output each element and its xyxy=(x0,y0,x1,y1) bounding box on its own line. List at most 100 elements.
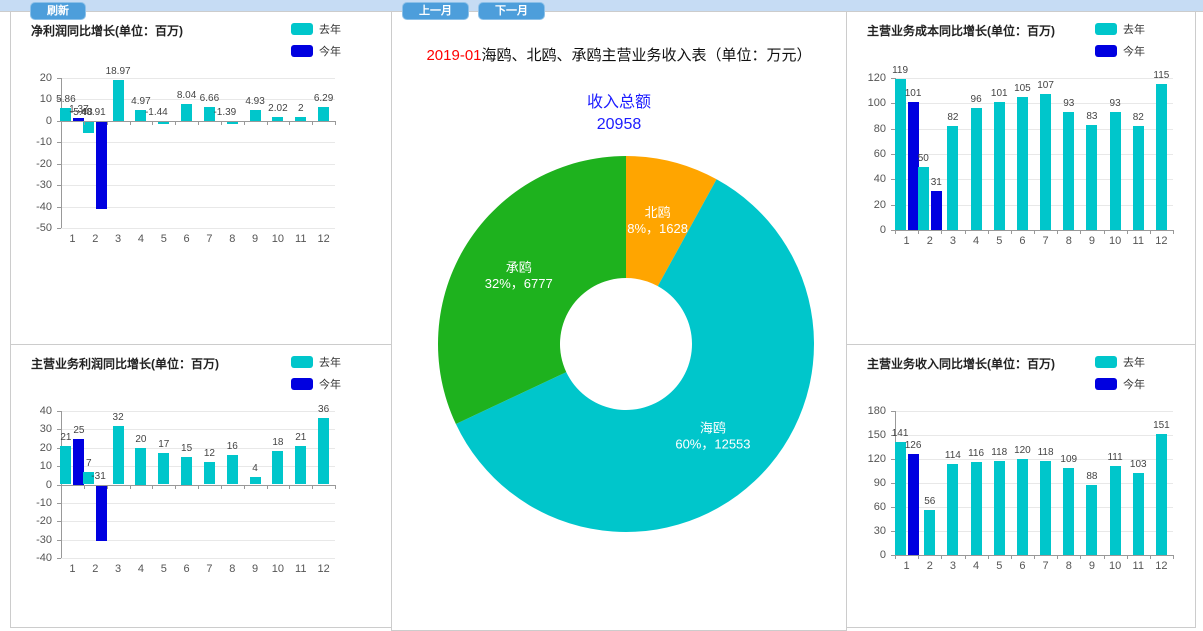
legend-item-last-year[interactable]: 去年 xyxy=(1095,21,1145,37)
bar-this-year[interactable] xyxy=(907,102,919,230)
bar-last-year[interactable] xyxy=(60,108,72,121)
pie-slice[interactable] xyxy=(455,179,814,533)
bar-value-label: 88 xyxy=(1086,470,1098,482)
x-category-label: 1 xyxy=(69,233,76,245)
bar-last-year[interactable] xyxy=(1132,472,1144,555)
bar-last-year[interactable] xyxy=(1109,112,1121,230)
bar-value-label: 119 xyxy=(892,65,909,77)
bar-value-label: 1.37 xyxy=(69,103,89,115)
prev-month-button[interactable]: 上一月 xyxy=(402,2,469,20)
bar-last-year[interactable] xyxy=(135,110,147,121)
bar-last-year[interactable] xyxy=(924,510,936,555)
x-tick-mark xyxy=(964,555,966,559)
legend-item-last-year[interactable]: 去年 xyxy=(291,354,341,370)
bar-value-label: 36 xyxy=(318,404,330,416)
bar-value-label: 103 xyxy=(1129,458,1147,470)
y-tick-mark xyxy=(57,558,61,559)
bar-last-year[interactable] xyxy=(970,108,982,230)
legend-item-this-year[interactable]: 今年 xyxy=(1095,43,1145,59)
bar-last-year[interactable] xyxy=(917,166,929,230)
legend-item-this-year[interactable]: 今年 xyxy=(1095,376,1145,392)
bar-this-year[interactable] xyxy=(930,190,942,230)
pie-chart-title: 2019-01海鸥、北鸥、承鸥主营业务收入表（单位：万元） xyxy=(392,44,846,65)
y-tick-mark xyxy=(57,447,61,449)
bar-last-year[interactable] xyxy=(83,471,95,485)
bar-last-year[interactable] xyxy=(135,447,147,485)
bar-last-year[interactable] xyxy=(249,477,261,485)
bar-value-label: 4.97 xyxy=(131,96,151,108)
legend-item-this-year[interactable]: 今年 xyxy=(291,376,341,392)
bar-last-year[interactable] xyxy=(970,462,982,555)
gridline xyxy=(61,185,335,187)
bar-last-year[interactable] xyxy=(318,418,330,485)
bar-this-year[interactable] xyxy=(907,454,919,555)
pie-slice[interactable] xyxy=(626,156,717,287)
bar-last-year[interactable] xyxy=(1155,84,1167,230)
bar-last-year[interactable] xyxy=(1132,126,1144,230)
bar-last-year[interactable] xyxy=(203,106,215,121)
bar-last-year[interactable] xyxy=(181,456,193,485)
x-category-label: 4 xyxy=(137,233,144,245)
bar-last-year[interactable] xyxy=(1063,112,1075,230)
bar-last-year[interactable] xyxy=(295,116,307,121)
refresh-button[interactable]: 刷新 xyxy=(30,2,86,20)
x-tick-mark xyxy=(266,120,268,125)
x-category-label: 8 xyxy=(1065,560,1072,572)
bar-last-year[interactable] xyxy=(1040,460,1052,555)
bar-last-year[interactable] xyxy=(1040,94,1052,230)
legend: 去年 今年 xyxy=(1095,21,1145,65)
bar-this-year[interactable] xyxy=(96,120,108,209)
legend-item-this-year[interactable]: 今年 xyxy=(291,43,341,59)
bar-last-year[interactable] xyxy=(1109,466,1121,555)
legend-item-last-year[interactable]: 去年 xyxy=(1095,354,1145,370)
x-tick-mark xyxy=(1080,230,1082,234)
y-axis-line xyxy=(61,78,62,228)
x-tick-mark xyxy=(1126,230,1128,234)
bar-last-year[interactable] xyxy=(1155,434,1167,555)
bar-last-year[interactable] xyxy=(272,116,284,121)
bar-last-year[interactable] xyxy=(295,445,307,485)
bar-last-year[interactable] xyxy=(1086,484,1098,555)
y-tick-mark xyxy=(891,507,895,508)
bar-last-year[interactable] xyxy=(947,126,959,230)
legend-item-last-year[interactable]: 去年 xyxy=(291,21,341,37)
bar-last-year[interactable] xyxy=(894,79,906,230)
bar-last-year[interactable] xyxy=(993,460,1005,555)
bar-last-year[interactable] xyxy=(226,120,238,124)
bar-last-year[interactable] xyxy=(181,103,193,121)
y-tick-mark xyxy=(891,128,895,130)
bar-last-year[interactable] xyxy=(60,445,72,485)
bar-last-year[interactable] xyxy=(894,442,906,555)
bar-this-year[interactable] xyxy=(73,117,85,121)
bar-last-year[interactable] xyxy=(112,425,124,485)
bar-last-year[interactable] xyxy=(1016,97,1028,230)
bar-value-label: 2.02 xyxy=(268,102,288,114)
bar-last-year[interactable] xyxy=(112,80,124,121)
bar-last-year[interactable] xyxy=(158,453,170,485)
bar-last-year[interactable] xyxy=(83,120,95,133)
bar-last-year[interactable] xyxy=(272,451,284,485)
bar-last-year[interactable] xyxy=(947,463,959,555)
bar-last-year[interactable] xyxy=(226,455,238,485)
bar-last-year[interactable] xyxy=(158,120,170,124)
x-tick-mark xyxy=(243,484,245,489)
x-tick-mark xyxy=(895,555,896,559)
bar-last-year[interactable] xyxy=(249,110,261,121)
bar-this-year[interactable] xyxy=(96,484,108,542)
x-tick-mark xyxy=(220,484,222,489)
bar-last-year[interactable] xyxy=(1086,124,1098,230)
pie-slice[interactable] xyxy=(438,156,626,425)
bar-last-year[interactable] xyxy=(1016,459,1028,555)
bar-last-year[interactable] xyxy=(1063,467,1075,555)
x-tick-mark xyxy=(152,120,154,125)
x-tick-mark xyxy=(918,230,920,234)
x-category-label: 12 xyxy=(1155,560,1168,572)
bar-last-year[interactable] xyxy=(993,102,1005,230)
x-tick-mark xyxy=(198,484,199,489)
bar-last-year[interactable] xyxy=(318,107,330,121)
bar-last-year[interactable] xyxy=(203,462,215,485)
x-tick-mark xyxy=(106,484,108,489)
x-category-label: 1 xyxy=(903,235,910,247)
next-month-button[interactable]: 下一月 xyxy=(478,2,545,20)
bar-this-year[interactable] xyxy=(73,438,85,485)
